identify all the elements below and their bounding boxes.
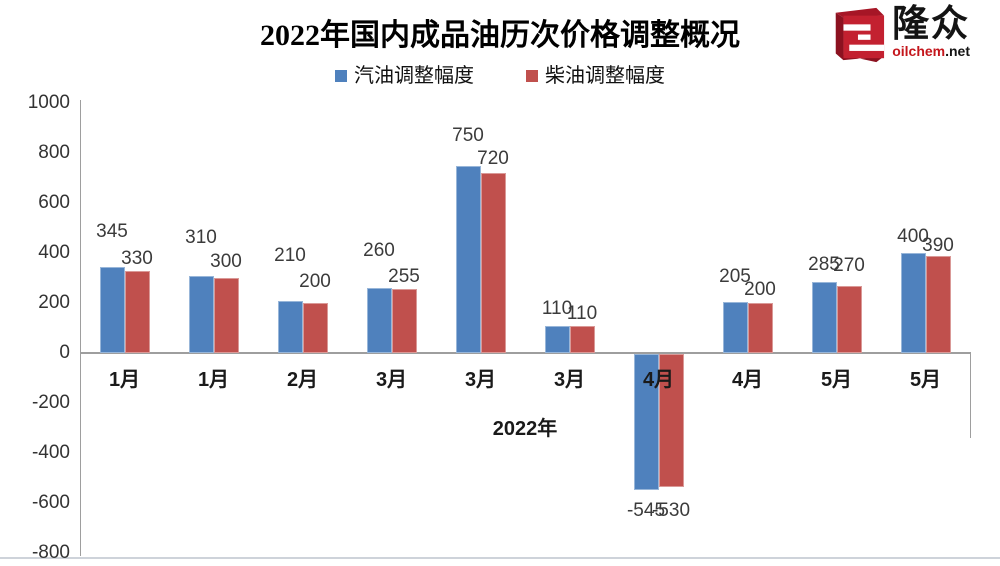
category-label: 4月 [642, 369, 675, 391]
legend-label-gasoline: 汽油调整幅度 [354, 65, 474, 87]
bar-gasoline-3 [366, 288, 392, 353]
bar-diesel-5 [569, 325, 595, 353]
value-label: -530 [651, 499, 691, 521]
y-tick-label: 400 [38, 242, 70, 263]
y-tick-label: 200 [38, 292, 70, 313]
category-label: 1月 [197, 369, 230, 391]
value-label: 300 [210, 251, 242, 272]
value-label: 210 [274, 244, 306, 266]
category-label: 1月 [108, 369, 141, 391]
value-label: 310 [185, 226, 217, 248]
bar-diesel-6 [658, 354, 684, 487]
bar-gasoline-6 [633, 354, 659, 491]
chart-title: 2022年国内成品油历次价格调整概况 [260, 19, 740, 52]
logo-domain: oilchem.net [892, 44, 970, 58]
bar-diesel-1 [213, 278, 239, 353]
value-label: 205 [719, 265, 751, 287]
value-label: 330 [121, 247, 153, 269]
bar-gasoline-8 [811, 281, 837, 353]
bar-gasoline-1 [188, 275, 214, 353]
value-label: 200 [744, 279, 776, 300]
bottom-rule [0, 557, 1000, 559]
value-label: 110 [541, 297, 573, 319]
logo-brand: 隆众 [892, 3, 970, 44]
category-label: 2月 [286, 369, 319, 391]
legend-item-gasoline: 汽油调整幅度 [335, 66, 474, 86]
logo-domain-black: .net [945, 43, 970, 59]
legend: 汽油调整幅度 柴油调整幅度 [0, 66, 1000, 86]
legend-item-diesel: 柴油调整幅度 [526, 66, 665, 86]
y-tick-label: 1000 [27, 92, 70, 113]
value-label: 345 [96, 220, 128, 242]
diesel-swatch-icon [526, 70, 538, 82]
bar-diesel-2 [302, 303, 328, 353]
bar-gasoline-5 [544, 325, 570, 353]
y-tick-label: 800 [38, 142, 70, 163]
bar-gasoline-7 [722, 301, 748, 353]
x-axis-zero-line [80, 352, 971, 354]
value-label: 750 [452, 124, 484, 146]
category-label: 3月 [464, 369, 497, 391]
value-label: 720 [477, 148, 509, 169]
logo-text: 隆众 oilchem.net [892, 3, 970, 59]
y-tick-label: -600 [31, 492, 70, 513]
category-label: 5月 [820, 369, 853, 391]
value-label: 390 [922, 234, 954, 256]
bar-gasoline-4 [455, 165, 481, 353]
value-label: 260 [363, 240, 395, 261]
y-tick-label: -800 [31, 542, 70, 563]
category-label: 3月 [553, 369, 586, 391]
value-label: 400 [897, 226, 929, 247]
bar-diesel-8 [836, 285, 862, 353]
bar-diesel-7 [747, 303, 773, 353]
logo: 隆众 oilchem.net [828, 5, 970, 65]
bar-gasoline-0 [99, 266, 125, 353]
legend-label-diesel: 柴油调整幅度 [545, 65, 665, 87]
y-tick-label: 600 [38, 192, 70, 213]
gasoline-swatch-icon [335, 70, 347, 82]
logo-domain-red: oilchem [892, 43, 946, 59]
bar-diesel-3 [391, 289, 417, 353]
category-label: 3月 [375, 369, 408, 391]
value-label: 255 [388, 266, 420, 288]
y-tick-label: -200 [31, 392, 70, 413]
bar-diesel-9 [925, 255, 951, 353]
value-label: 110 [566, 302, 598, 324]
value-label: 285 [808, 253, 840, 275]
y-tick-label: -400 [31, 442, 70, 463]
value-label: 200 [299, 271, 331, 292]
y-axis-line [80, 100, 81, 556]
category-label: 4月 [731, 369, 764, 391]
value-label: 270 [833, 254, 865, 276]
bar-gasoline-2 [277, 300, 303, 353]
bar-diesel-0 [124, 270, 150, 353]
x-axis-title: 2022年 [492, 418, 558, 440]
y-tick-label: 0 [59, 342, 70, 363]
bar-diesel-4 [480, 173, 506, 353]
plot-right-border [970, 354, 971, 438]
value-label: -545 [626, 500, 666, 522]
category-label: 5月 [909, 369, 942, 391]
bar-gasoline-9 [900, 253, 926, 353]
logo-cube-icon [835, 7, 885, 63]
